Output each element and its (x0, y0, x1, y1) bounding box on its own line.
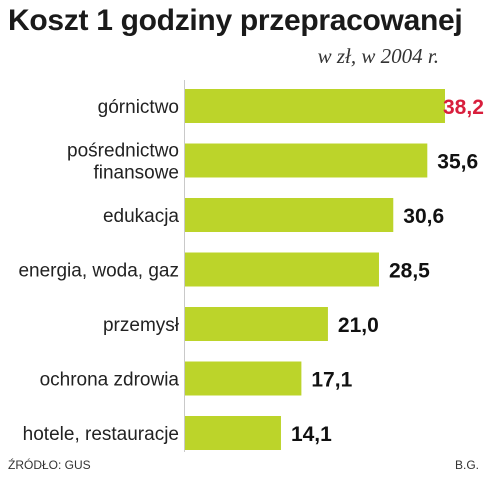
chart-subtitle: w zł, w 2004 r. (317, 44, 439, 68)
category-label-6: hotele, restauracje (23, 424, 179, 445)
bar-6 (185, 416, 281, 450)
category-label-4: przemysł (103, 315, 180, 336)
category-label-line: górnictwo (98, 97, 179, 118)
category-label-line: energia, woda, gaz (18, 261, 179, 282)
category-axis-line (184, 80, 185, 452)
source-label: ŹRÓDŁO: GUS (8, 458, 91, 472)
bar-5 (185, 361, 302, 396)
category-label-2: edukacja (103, 206, 179, 227)
bar-0 (185, 89, 445, 123)
category-label-1: pośrednictwo finansowe (67, 141, 179, 184)
value-label-6: 14,1 (291, 423, 332, 446)
category-label-5: ochrona zdrowia (40, 370, 180, 391)
bar-3 (185, 252, 379, 287)
value-label-0: 38,2 (443, 96, 484, 119)
value-label-4: 21,0 (338, 314, 379, 337)
category-label-line: pośrednictwo (67, 141, 179, 162)
value-label-5: 17,1 (311, 369, 352, 392)
category-label-line: finansowe (93, 163, 179, 184)
bar-2 (185, 198, 394, 232)
category-label-line: ochrona zdrowia (40, 370, 180, 391)
author-label: B.G. (454, 458, 479, 472)
value-label-1: 35,6 (437, 151, 478, 174)
category-label-line: edukacja (103, 206, 179, 227)
category-label-0: górnictwo (98, 97, 179, 118)
value-label-3: 28,5 (389, 260, 430, 283)
category-label-3: energia, woda, gaz (18, 261, 179, 282)
bar-4 (185, 307, 328, 341)
chart-title: Koszt 1 godziny przepracowanej (8, 4, 463, 37)
value-label-2: 30,6 (403, 205, 444, 228)
category-label-line: przemysł (103, 315, 180, 336)
bar-1 (185, 143, 428, 178)
category-label-line: hotele, restauracje (23, 424, 179, 445)
